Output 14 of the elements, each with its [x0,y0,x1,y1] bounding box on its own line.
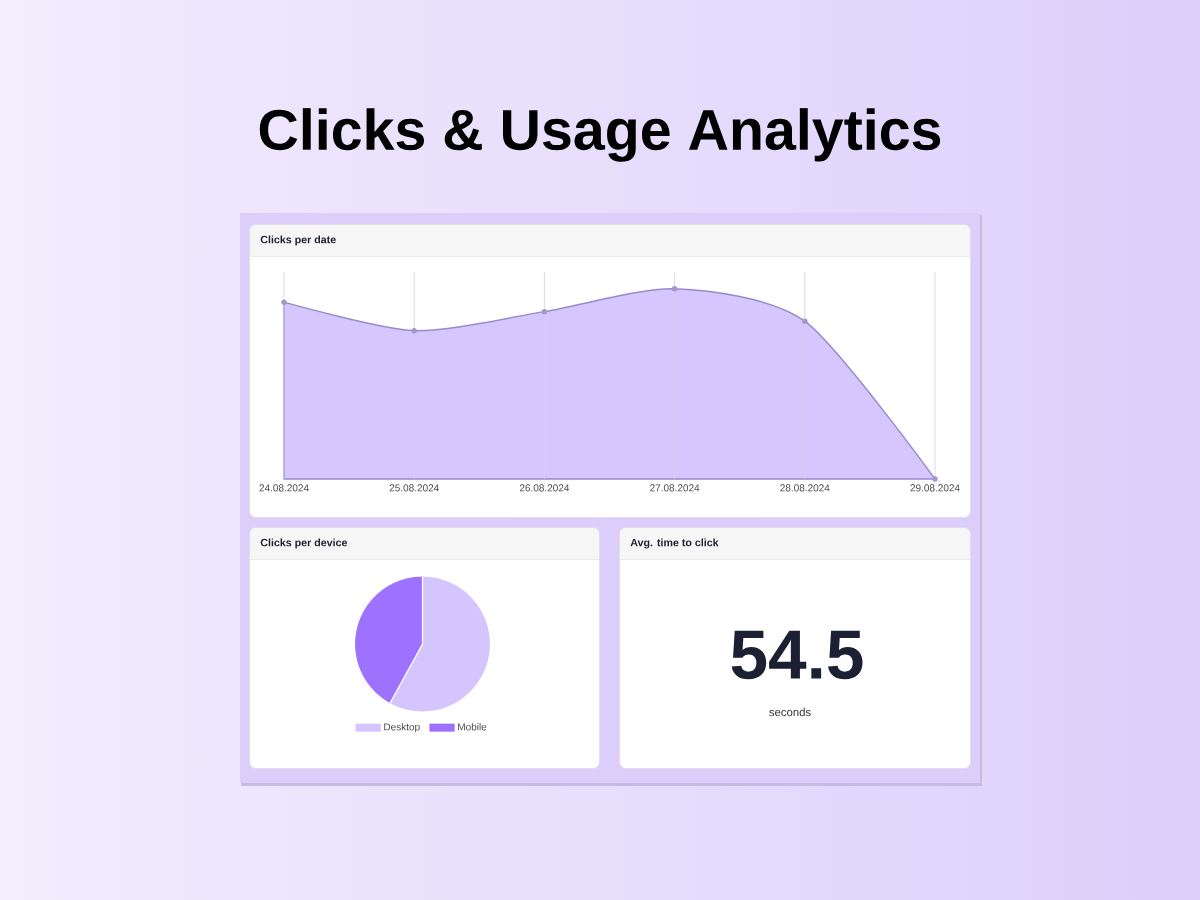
x-tick-label: 26.08.2024 [519,484,570,492]
chart-subtitle: Clicks per date [260,235,336,246]
x-tick-label: 28.08.2024 [780,484,830,492]
text: Avg. time to click [630,538,719,549]
text: 54.5 [731,630,863,680]
x-tick-label: 27.08.2024 [650,484,700,492]
chart-title: Clicks & Usage Analytics [259,108,941,162]
legend-label: Mobile [458,723,487,731]
legend-label: Desktop [384,723,420,733]
x-tick-label: 25.08.2024 [389,484,439,492]
x-tick-label: 24.08.2024 [259,484,309,492]
chart-title: Clicks per device [260,538,348,549]
x-tick-label: 29.08.2024 [910,484,960,492]
text: seconds [769,707,811,717]
